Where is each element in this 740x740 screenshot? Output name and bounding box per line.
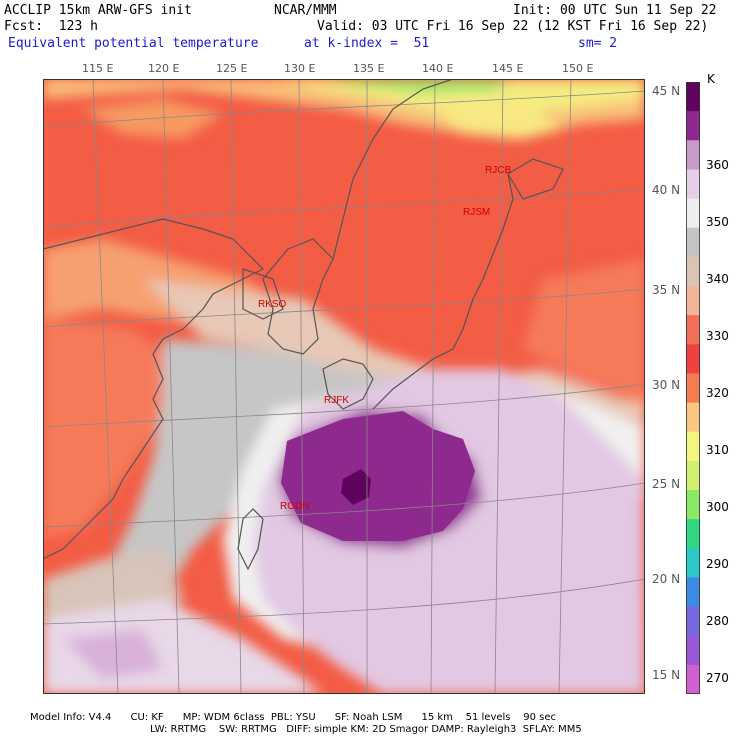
colorbar-swatch bbox=[686, 111, 700, 141]
colorbar-swatch bbox=[686, 344, 700, 374]
lon-label: 145 E bbox=[492, 62, 524, 75]
colorbar-swatch bbox=[686, 431, 700, 462]
colorbar-label: 320 bbox=[706, 386, 729, 400]
lat-label: 15 N bbox=[652, 668, 681, 682]
colorbar-label: 280 bbox=[706, 614, 729, 628]
lon-label: 150 E bbox=[562, 62, 594, 75]
station-rodn: RODN bbox=[280, 501, 309, 512]
colorbar-label: 310 bbox=[706, 443, 729, 457]
colorbar-swatch bbox=[686, 519, 700, 549]
colorbar-swatch bbox=[686, 82, 700, 112]
colorbar-label: 360 bbox=[706, 158, 729, 172]
colorbar-label: 300 bbox=[706, 500, 729, 514]
colorbar-unit: K bbox=[707, 72, 715, 86]
typhoon-core bbox=[341, 469, 371, 505]
colorbar-swatch bbox=[686, 315, 700, 345]
model-info: Model Info: V4.4 CU: KF MP: WDM 6class P… bbox=[30, 712, 556, 723]
station-rkso: RKSO bbox=[258, 299, 287, 310]
field-name: Equivalent potential temperature bbox=[8, 36, 259, 51]
forecast-hour: Fcst: 123 h bbox=[4, 19, 98, 34]
lon-label: 120 E bbox=[148, 62, 180, 75]
lon-label: 125 E bbox=[216, 62, 248, 75]
colorbar-swatch bbox=[686, 577, 700, 608]
station-rjcb: RJCB bbox=[485, 165, 511, 176]
lat-label: 20 N bbox=[652, 572, 681, 586]
colorbar-label: 290 bbox=[706, 557, 729, 571]
colorbar-swatch bbox=[686, 140, 700, 170]
colorbar-label: 270 bbox=[706, 671, 729, 685]
station-rjsm: RJSM bbox=[463, 207, 490, 218]
colorbar-swatch bbox=[686, 256, 700, 287]
lat-label: 40 N bbox=[652, 183, 681, 197]
valid-time: Valid: 03 UTC Fri 16 Sep 22 (12 KST Fri … bbox=[317, 19, 709, 34]
colorbar-swatch bbox=[686, 460, 700, 491]
lat-label: 45 N bbox=[652, 84, 681, 98]
colorbar-swatch bbox=[686, 664, 700, 694]
colorbar-swatch bbox=[686, 198, 700, 229]
station-markers: RJCB RJSM RKSO RJFK RODN bbox=[258, 165, 511, 512]
colorbar-swatch bbox=[686, 402, 700, 433]
theta-e-map: RJCB RJSM RKSO RJFK RODN bbox=[43, 79, 645, 694]
colorbar-swatch bbox=[686, 548, 700, 578]
colorbar-swatch bbox=[686, 606, 700, 637]
colorbar-swatch bbox=[686, 227, 700, 258]
lon-label: 115 E bbox=[82, 62, 114, 75]
lon-label: 140 E bbox=[422, 62, 454, 75]
colorbar-swatch bbox=[686, 635, 700, 666]
lat-label: 25 N bbox=[652, 477, 681, 491]
colorbar-swatch bbox=[686, 373, 700, 404]
lat-label: 30 N bbox=[652, 378, 681, 392]
typhoon-purple bbox=[281, 411, 475, 541]
org-label: NCAR/MMM bbox=[274, 3, 337, 18]
smoothing-label: sm= 2 bbox=[578, 36, 618, 51]
colorbar bbox=[686, 82, 700, 694]
colorbar-swatch bbox=[686, 169, 700, 200]
station-rjfk: RJFK bbox=[324, 395, 349, 406]
level-label: at k-index = 51 bbox=[304, 36, 430, 51]
colorbar-swatch bbox=[686, 286, 700, 316]
colorbar-label: 330 bbox=[706, 329, 729, 343]
lon-label: 130 E bbox=[284, 62, 316, 75]
physics-info: LW: RRTMG SW: RRTMG DIFF: simple KM: 2D … bbox=[150, 724, 582, 735]
lon-label: 135 E bbox=[353, 62, 385, 75]
lat-label: 35 N bbox=[652, 283, 681, 297]
colorbar-label: 350 bbox=[706, 215, 729, 229]
init-time: Init: 00 UTC Sun 11 Sep 22 bbox=[513, 3, 717, 18]
model-title: ACCLIP 15km ARW-GFS init bbox=[4, 3, 192, 18]
colorbar-label: 340 bbox=[706, 272, 729, 286]
colorbar-swatch bbox=[686, 490, 700, 520]
